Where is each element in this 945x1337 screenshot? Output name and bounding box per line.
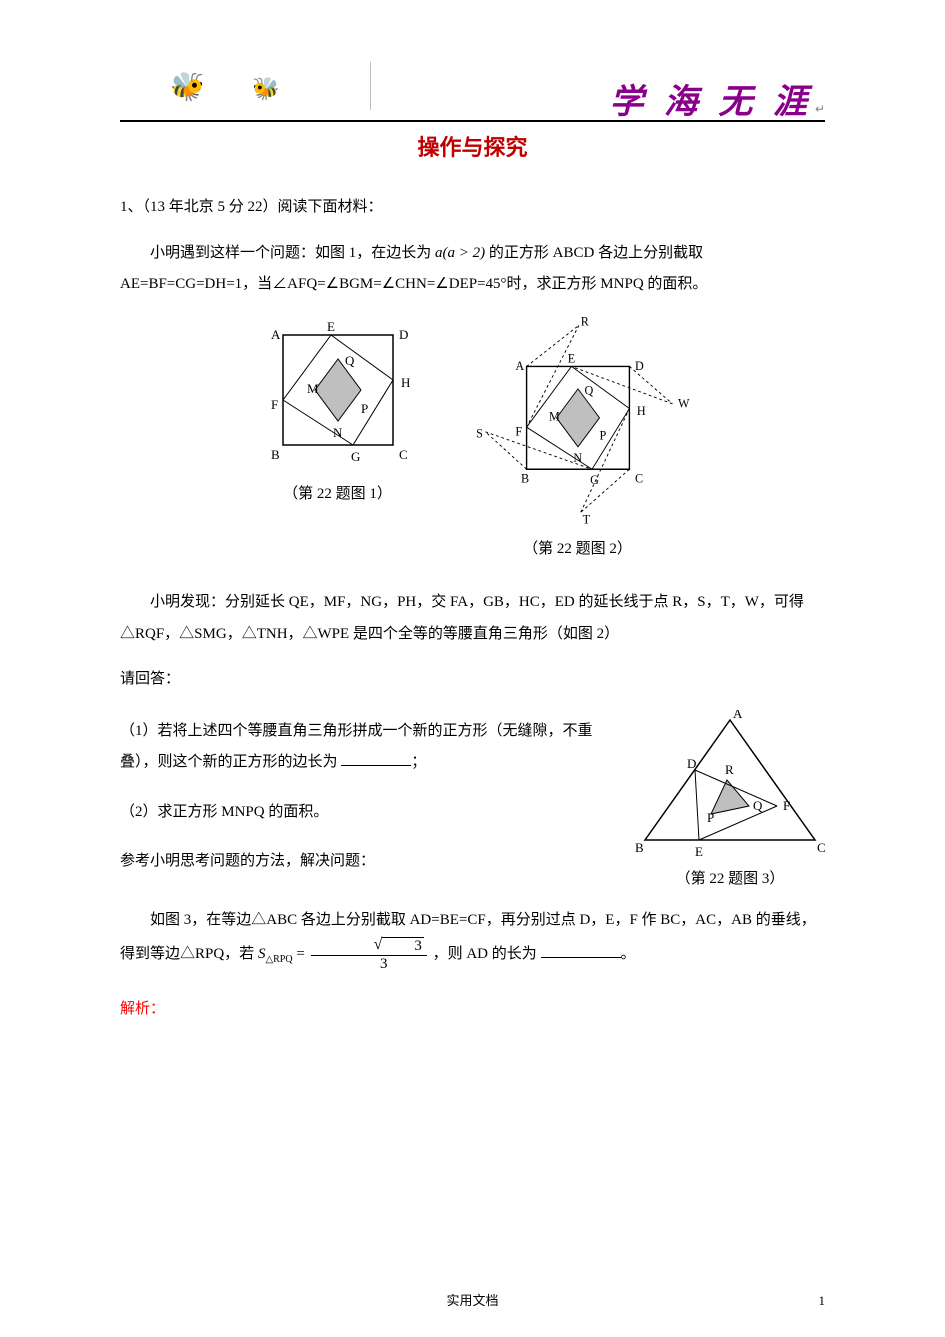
svg-text:C: C	[399, 447, 408, 462]
figure-3: A D F R P Q B E C	[635, 710, 825, 860]
svg-text:N: N	[573, 450, 582, 464]
sub1-post: ；	[411, 754, 426, 770]
para3-end: 。	[621, 946, 636, 962]
svg-text:D: D	[635, 359, 644, 373]
analysis-label: 解析：	[120, 994, 825, 1026]
figure-3-box: A D F R P Q B E C （第 22 题图 3）	[635, 710, 825, 896]
svg-text:P: P	[599, 428, 606, 442]
figure-2: R W A E D Q M H F P N S B G C T	[463, 315, 693, 530]
sqrt-icon: √3	[344, 937, 424, 955]
reference-line: 参考小明思考问题的方法，解决问题：	[120, 846, 625, 878]
document-body: 1、（13 年北京 5 分 22）阅读下面材料： 小明遇到这样一个问题：如图 1…	[120, 192, 825, 1026]
para1-prefix: 小明遇到这样一个问题：如图 1，在边长为	[150, 245, 435, 261]
svg-text:E: E	[327, 319, 335, 334]
svg-text:F: F	[271, 397, 278, 412]
fraction-denominator: 3	[311, 956, 427, 972]
svg-text:E: E	[567, 351, 574, 365]
figure-2-caption: （第 22 题图 2）	[463, 534, 693, 566]
svg-text:P: P	[361, 401, 368, 416]
svg-text:S: S	[476, 426, 483, 440]
answer-blank	[541, 942, 621, 958]
svg-text:E: E	[695, 844, 703, 859]
svg-text:R: R	[580, 315, 589, 328]
question-header: 1、（13 年北京 5 分 22）阅读下面材料：	[120, 192, 825, 224]
svg-text:Q: Q	[345, 353, 355, 368]
page-header: 🐝 🐝 学 海 无 涯 ↵	[120, 60, 825, 122]
please-answer: 请回答：	[120, 664, 825, 696]
figure-1-box: A E D Q M H F P N B G C （第 22 题图 1）	[253, 315, 423, 566]
paragraph-2: 小明发现：分别延长 QE，MF，NG，PH，交 FA，GB，HC，ED 的延长线…	[120, 587, 825, 650]
svg-text:R: R	[725, 762, 734, 777]
svg-text:H: H	[636, 404, 645, 418]
svg-text:B: B	[635, 840, 644, 855]
bee-icon: 🐝	[170, 70, 205, 104]
para3-post: ，则 AD 的长为	[433, 946, 537, 962]
svg-text:P: P	[707, 810, 714, 825]
sqrt-arg: 3	[382, 937, 424, 955]
svg-text:G: G	[351, 449, 360, 464]
sub-question-1: （1）若将上述四个等腰直角三角形拼成一个新的正方形（无缝隙，不重叠），则这个新的…	[120, 716, 625, 779]
svg-text:W: W	[678, 396, 690, 410]
svg-text:N: N	[333, 425, 343, 440]
sub-question-2: （2）求正方形 MNPQ 的面积。	[120, 797, 625, 829]
svg-text:B: B	[271, 447, 280, 462]
figure-1: A E D Q M H F P N B G C	[253, 315, 423, 475]
brand-text: 学 海 无 涯	[609, 74, 813, 123]
svg-text:M: M	[307, 381, 319, 396]
svg-text:A: A	[733, 710, 743, 721]
bee-icon: 🐝	[252, 76, 279, 102]
paragraph-3: 如图 3，在等边△ABC 各边上分别截取 AD=BE=CF，再分别过点 D，E，…	[120, 905, 825, 972]
svg-text:A: A	[271, 327, 281, 342]
subquestions-left: （1）若将上述四个等腰直角三角形拼成一个新的正方形（无缝隙，不重叠），则这个新的…	[120, 710, 625, 884]
header-divider	[370, 62, 371, 110]
page-number: 1	[819, 1293, 826, 1309]
equals-sign: =	[296, 946, 308, 962]
svg-text:Q: Q	[753, 798, 763, 813]
fraction: √3 3	[311, 937, 427, 973]
radical-icon: √	[344, 937, 383, 953]
paragraph-1: 小明遇到这样一个问题：如图 1，在边长为 a(a > 2) 的正方形 ABCD …	[120, 238, 825, 301]
svg-text:F: F	[515, 424, 522, 438]
svg-text:Q: Q	[584, 383, 593, 397]
svg-text:M: M	[549, 409, 560, 423]
svg-text:T: T	[582, 512, 590, 526]
svg-text:F: F	[783, 798, 790, 813]
analysis-text: 解析：	[120, 1001, 165, 1017]
subquestions-block: （1）若将上述四个等腰直角三角形拼成一个新的正方形（无缝隙，不重叠），则这个新的…	[120, 710, 825, 896]
figure-2-box: R W A E D Q M H F P N S B G C T （第 22 题图 2）	[463, 315, 693, 566]
figure-3-caption: （第 22 题图 3）	[635, 864, 825, 896]
page-footer: 实用文档	[0, 1290, 945, 1309]
svg-text:D: D	[399, 327, 408, 342]
return-mark-icon: ↵	[815, 102, 825, 117]
fraction-numerator: √3	[311, 937, 427, 957]
figures-row-1: A E D Q M H F P N B G C （第 22 题图 1） R W A E D Q M H F P N S B G C…	[120, 315, 825, 566]
answer-blank	[341, 750, 411, 766]
svg-text:G: G	[590, 473, 599, 487]
brand-group: 学 海 无 涯 ↵	[609, 74, 825, 123]
document-title: 操作与探究	[120, 130, 825, 162]
svg-text:C: C	[817, 840, 825, 855]
svg-text:C: C	[635, 471, 643, 485]
svg-text:A: A	[515, 359, 524, 373]
math-expr: a(a > 2)	[435, 245, 485, 261]
svg-text:D: D	[687, 756, 696, 771]
math-sub: △RPQ	[265, 954, 292, 965]
svg-text:B: B	[520, 471, 528, 485]
page: 🐝 🐝 学 海 无 涯 ↵ 操作与探究 1、（13 年北京 5 分 22）阅读下…	[0, 0, 945, 1337]
figure-1-caption: （第 22 题图 1）	[253, 479, 423, 511]
svg-text:H: H	[401, 375, 410, 390]
